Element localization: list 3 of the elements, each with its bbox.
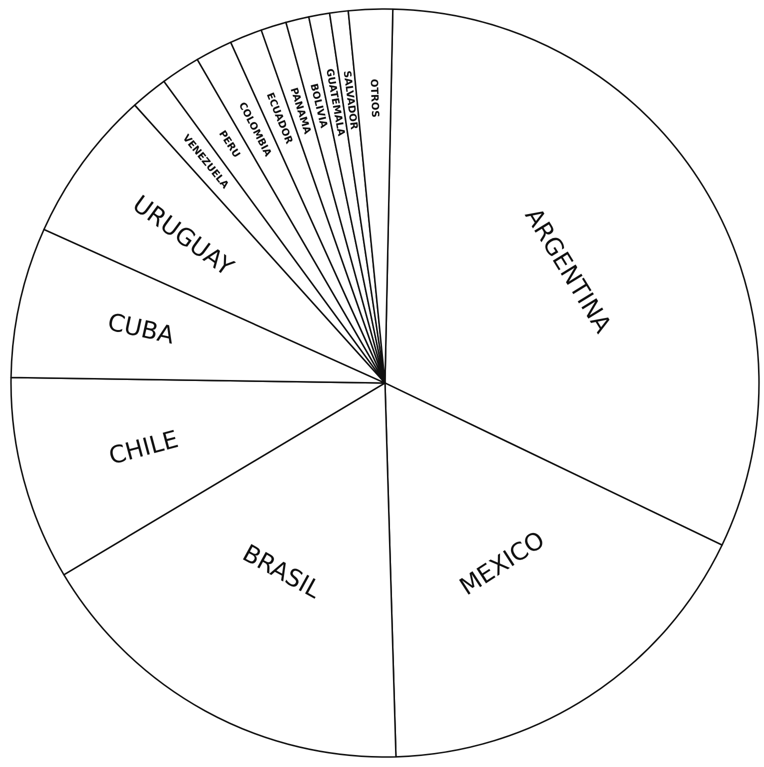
slice-label: CHILE	[106, 425, 182, 470]
slice-label: CUBA	[105, 308, 178, 350]
slice-label: OTROS	[368, 78, 380, 118]
